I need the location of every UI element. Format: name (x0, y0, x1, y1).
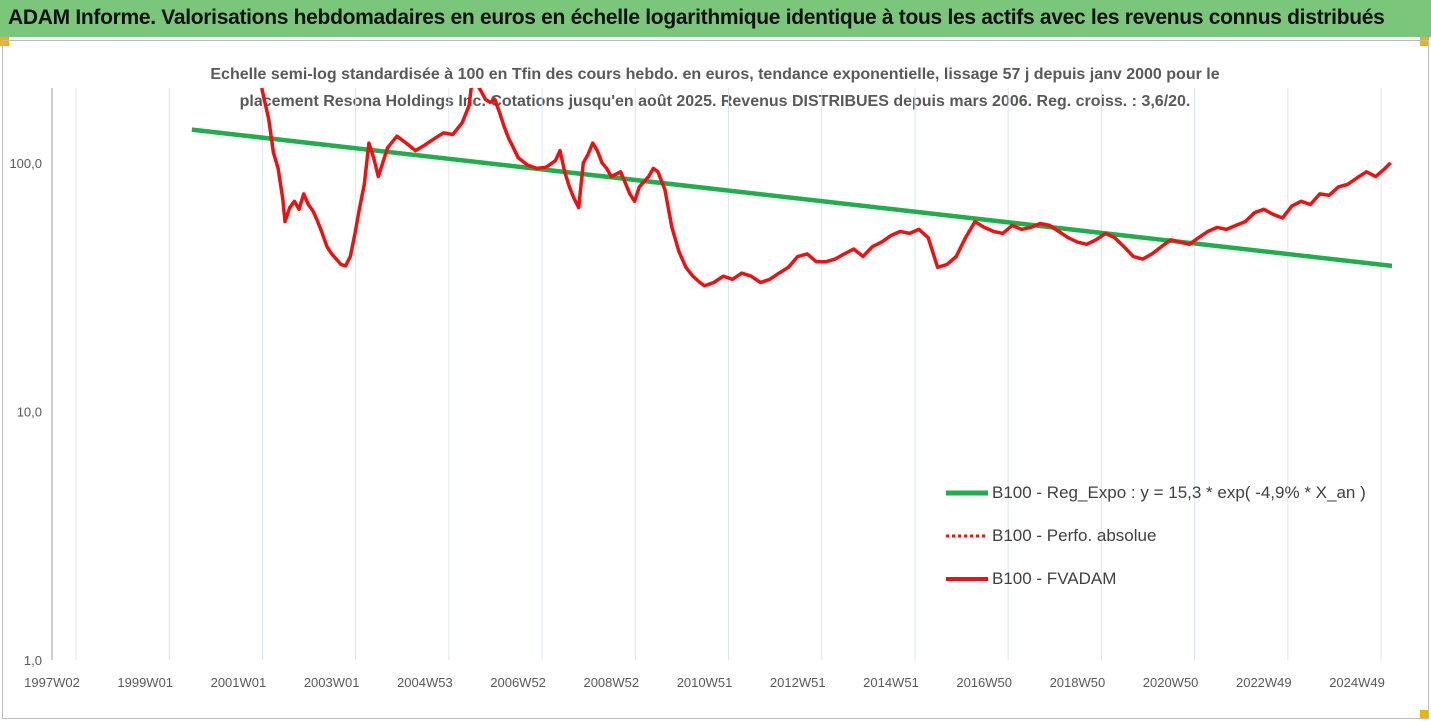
legend-label-regression: B100 - Reg_Expo : y = 15,3 * exp( -4,9% … (992, 483, 1366, 502)
x-tick-label: 2010W51 (677, 675, 733, 690)
x-tick-label: 2014W51 (863, 675, 919, 690)
chart-title-line-1: Echelle semi-log standardisée à 100 en T… (210, 66, 1220, 83)
legend-item-perfo: B100 - Perfo. absolue (946, 525, 1156, 547)
x-tick-label: 2001W01 (211, 675, 267, 690)
legend-swatch-perfo (946, 534, 988, 538)
legend-item-fvadam: B100 - FVADAM (946, 568, 1116, 590)
x-tick-label: 2018W50 (1050, 675, 1106, 690)
legend-swatch-fvadam (946, 577, 988, 581)
y-tick-label: 1,0 (24, 653, 42, 668)
x-tick-label: 2016W50 (956, 675, 1012, 690)
x-tick-label: 2024W49 (1329, 675, 1385, 690)
x-tick-label: 2008W52 (583, 675, 639, 690)
legend-item-regression: B100 - Reg_Expo : y = 15,3 * exp( -4,9% … (946, 482, 1366, 504)
x-tick-label: 2006W52 (490, 675, 546, 690)
x-tick-label: 2020W50 (1143, 675, 1199, 690)
x-tick-label: 2022W49 (1236, 675, 1292, 690)
corner-marker-bottom-right (1420, 710, 1429, 719)
chart-frame (2, 40, 1429, 719)
x-tick-label: 2012W51 (770, 675, 826, 690)
title-bar: ADAM Informe. Valorisations hebdomadaire… (0, 0, 1431, 37)
page-title: ADAM Informe. Valorisations hebdomadaire… (8, 6, 1385, 29)
legend-label-fvadam: B100 - FVADAM (992, 569, 1117, 588)
x-tick-label: 1999W01 (117, 675, 173, 690)
x-tick-label: 1997W02 (24, 675, 80, 690)
x-tick-label: 2004W53 (397, 675, 453, 690)
y-tick-label: 100,0 (9, 156, 42, 171)
chart-title-line-2: placement Resona Holdings Inc. Cotations… (239, 93, 1191, 110)
corner-marker-top-right (1420, 37, 1429, 46)
legend-label-perfo: B100 - Perfo. absolue (992, 526, 1157, 545)
corner-marker-top-left (0, 37, 9, 46)
legend-swatch-regression (946, 490, 988, 496)
series-fvadam-line (259, 88, 1392, 288)
x-tick-label: 2003W01 (304, 675, 360, 690)
y-tick-label: 10,0 (17, 404, 42, 419)
